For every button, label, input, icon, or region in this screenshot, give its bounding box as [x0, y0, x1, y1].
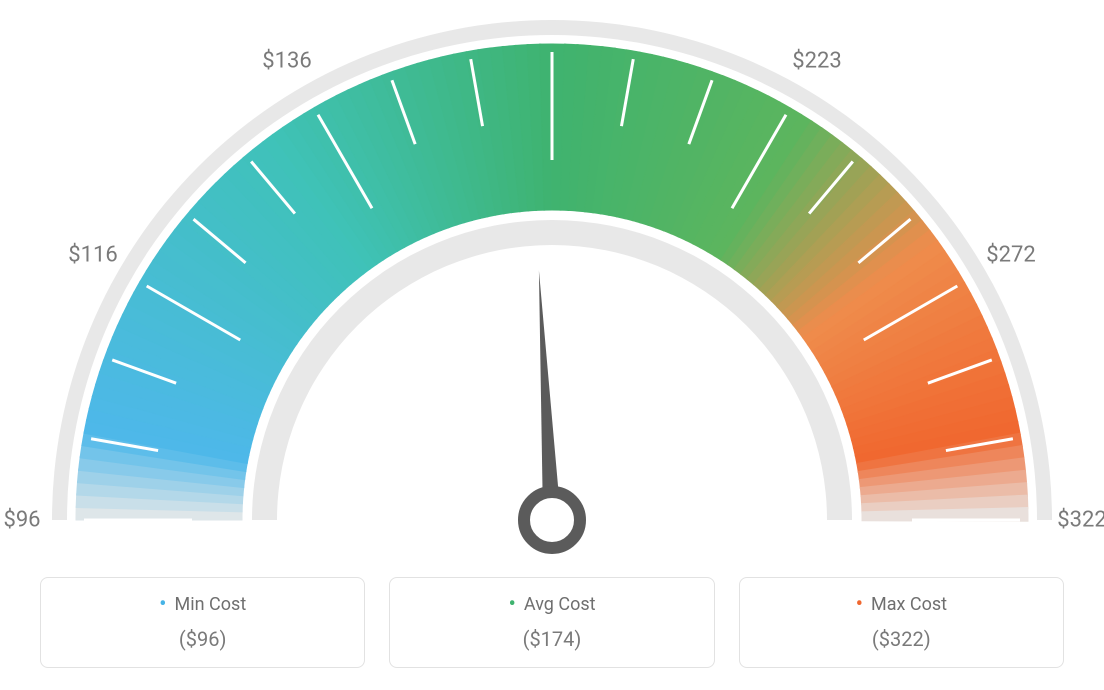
- legend-value-min: ($96): [51, 627, 354, 651]
- gauge-tick-label: $322: [1057, 508, 1104, 533]
- legend-title-max: Max Cost: [750, 592, 1053, 617]
- gauge-tick-label: $174: [527, 0, 576, 3]
- gauge-tick-label: $136: [262, 49, 311, 74]
- legend-card-max: Max Cost ($322): [739, 577, 1064, 668]
- legend-title-min: Min Cost: [51, 592, 354, 617]
- gauge-tick-label: $272: [986, 243, 1035, 268]
- legend-card-min: Min Cost ($96): [40, 577, 365, 668]
- gauge-chart: $96 $116 $136 $174 $223 $272 $322: [0, 0, 1104, 560]
- gauge-svg: [0, 0, 1104, 560]
- legend-title-avg: Avg Cost: [400, 592, 703, 617]
- legend-row: Min Cost ($96) Avg Cost ($174) Max Cost …: [40, 577, 1064, 668]
- legend-value-max: ($322): [750, 627, 1053, 651]
- gauge-tick-label: $223: [792, 49, 841, 74]
- legend-card-avg: Avg Cost ($174): [389, 577, 714, 668]
- gauge-tick-label: $116: [68, 243, 117, 268]
- gauge-tick-label: $96: [3, 508, 40, 533]
- legend-value-avg: ($174): [400, 627, 703, 651]
